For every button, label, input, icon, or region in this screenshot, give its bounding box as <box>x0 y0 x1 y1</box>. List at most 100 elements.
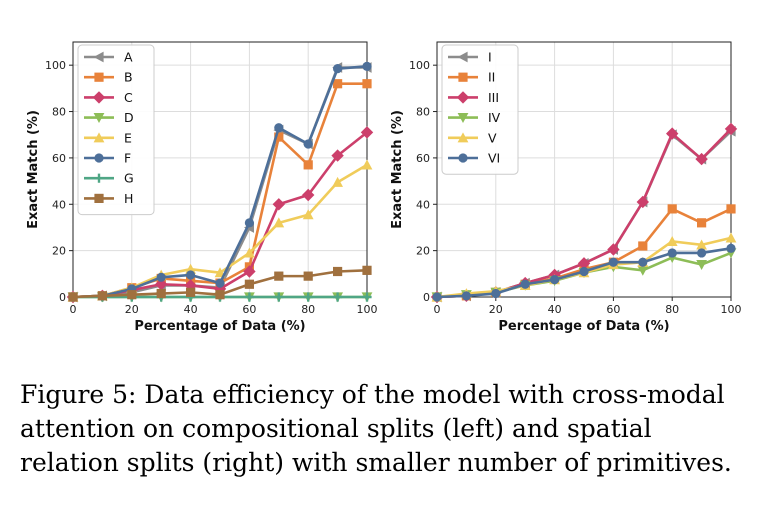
y-tick-label: 0 <box>59 291 66 304</box>
data-point-VI <box>667 248 677 258</box>
data-point-C <box>272 198 286 211</box>
data-point-H <box>68 292 78 302</box>
data-point-III <box>665 127 679 140</box>
legend-marker-A <box>93 51 104 63</box>
data-point-IV <box>637 265 649 276</box>
data-point-III <box>695 152 708 166</box>
y-axis-label: Exact Match (%) <box>390 110 405 229</box>
y-tick-label: 100 <box>409 59 430 72</box>
data-point-II <box>697 218 707 228</box>
data-point-IV <box>696 259 707 270</box>
data-point-E <box>244 247 255 258</box>
legend-label-E: E <box>124 130 132 145</box>
legend-label-VI: VI <box>488 151 500 166</box>
legend-label-IV: IV <box>488 110 501 125</box>
data-point-VI <box>726 243 736 253</box>
data-point-II <box>638 241 648 251</box>
x-tick-label: 80 <box>665 303 679 316</box>
data-point-H <box>215 290 225 300</box>
figure: 0 20 40 60 80 100 0 20 40 60 80 100 Percentage of Da… <box>26 41 742 334</box>
data-point-II <box>667 204 677 214</box>
x-tick-label: 80 <box>301 303 315 316</box>
data-point-F <box>156 272 166 282</box>
legend-marker-II <box>458 72 468 82</box>
data-point-E <box>273 217 285 228</box>
legend-marker-G <box>94 173 104 183</box>
data-point-VI <box>461 291 471 301</box>
x-tick-label: 40 <box>184 303 198 316</box>
x-axis-label: Percentage of Data (%) <box>134 319 305 334</box>
data-point-VI <box>697 248 707 258</box>
y-tick-label: 80 <box>52 106 66 119</box>
y-axis-label: Exact Match (%) <box>26 110 41 229</box>
data-point-H <box>244 279 254 289</box>
x-tick-label: 0 <box>70 303 77 316</box>
x-tick-label: 100 <box>357 303 378 316</box>
legend-box <box>77 44 155 216</box>
legend-marker-F <box>94 153 104 163</box>
x-tick-label: 20 <box>125 303 139 316</box>
y-tick-label: 80 <box>416 106 430 119</box>
legend-label-C: C <box>124 90 133 105</box>
data-point-F <box>333 64 343 74</box>
data-point-H <box>186 287 196 297</box>
data-point-H <box>127 290 137 300</box>
data-point-VI <box>608 257 619 267</box>
legend-label-F: F <box>124 151 131 166</box>
data-point-G <box>274 292 284 302</box>
legend-label-III: III <box>488 90 499 105</box>
x-tick-label: 0 <box>434 303 441 316</box>
data-point-II <box>726 204 736 214</box>
data-point-H <box>333 266 343 277</box>
data-point-VI <box>432 292 442 302</box>
x-axis-label: Percentage of Data (%) <box>498 319 669 334</box>
y-tick-label: 60 <box>416 152 430 165</box>
y-tick-label: 40 <box>52 198 66 211</box>
data-point-F <box>362 61 372 71</box>
y-tick-label: 0 <box>423 291 430 304</box>
legend-label-G: G <box>124 171 134 186</box>
data-point-F <box>215 278 225 288</box>
right-chart-panel: 0 20 40 60 80 100 0 20 40 60 80 100 Percentage of Da… <box>390 41 742 334</box>
data-point-F <box>274 123 284 133</box>
legend-marker-E <box>93 132 105 143</box>
data-point-G <box>333 292 343 302</box>
legend-label-H: H <box>124 191 133 206</box>
data-point-B <box>333 79 343 89</box>
data-point-G <box>244 292 254 302</box>
data-point-E <box>332 176 343 187</box>
legend-label-D: D <box>124 110 134 125</box>
data-point-III <box>577 257 591 270</box>
data-point-G <box>362 292 372 302</box>
data-point-B <box>362 79 372 89</box>
data-point-III <box>636 195 650 209</box>
x-tick-label: 40 <box>548 303 562 316</box>
data-point-C <box>301 188 315 202</box>
x-tick-label: 100 <box>721 303 742 316</box>
data-point-V <box>666 235 678 246</box>
data-point-G <box>303 292 313 302</box>
data-point-III <box>607 243 620 256</box>
legend-marker-III <box>456 91 470 104</box>
data-point-VI <box>491 288 501 299</box>
legend-box <box>441 44 519 175</box>
data-point-E <box>361 159 373 170</box>
data-point-E <box>302 209 314 220</box>
data-point-F <box>303 139 313 149</box>
data-point-III <box>724 122 738 136</box>
data-point-V <box>696 239 707 250</box>
figure-caption: Figure 5: Data efficiency of the model w… <box>20 380 732 477</box>
y-tick-label: 40 <box>416 198 430 211</box>
data-point-VI <box>638 257 648 267</box>
data-point-VI <box>579 266 589 277</box>
legend-marker-D <box>93 113 105 123</box>
data-point-F <box>244 218 254 228</box>
legend-label-II: II <box>488 70 495 85</box>
left-chart-panel: 0 20 40 60 80 100 0 20 40 60 80 100 Percentage of Da… <box>26 41 378 334</box>
y-tick-label: 20 <box>52 245 66 258</box>
legend-marker-IV <box>457 113 469 123</box>
legend-marker-VI <box>458 153 468 163</box>
legend-label-I: I <box>488 50 492 65</box>
x-tick-label: 60 <box>606 303 620 316</box>
data-point-V <box>725 232 737 243</box>
